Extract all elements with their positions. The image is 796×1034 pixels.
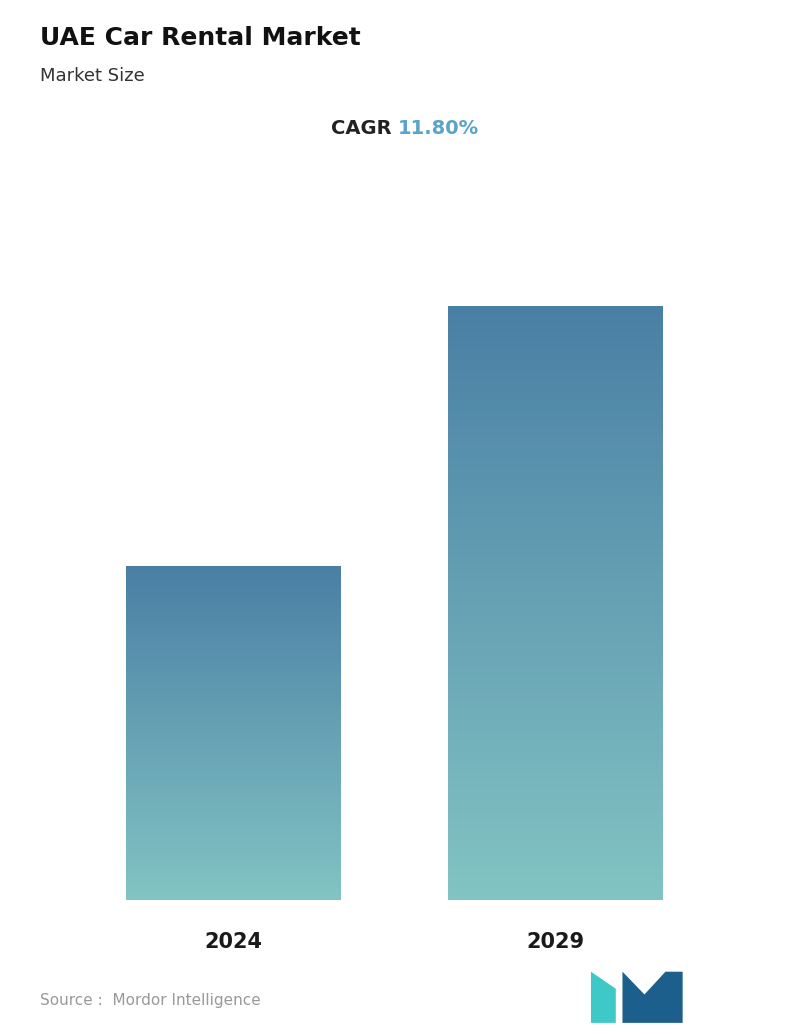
Text: UAE Car Rental Market: UAE Car Rental Market: [40, 26, 361, 50]
Text: CAGR: CAGR: [330, 119, 398, 138]
Text: Market Size: Market Size: [40, 67, 145, 85]
Polygon shape: [622, 972, 683, 1023]
Text: 2029: 2029: [526, 933, 585, 952]
Text: Source :  Mordor Intelligence: Source : Mordor Intelligence: [40, 993, 260, 1008]
Polygon shape: [591, 972, 616, 1023]
Text: 2024: 2024: [205, 933, 262, 952]
Text: 11.80%: 11.80%: [398, 119, 479, 138]
